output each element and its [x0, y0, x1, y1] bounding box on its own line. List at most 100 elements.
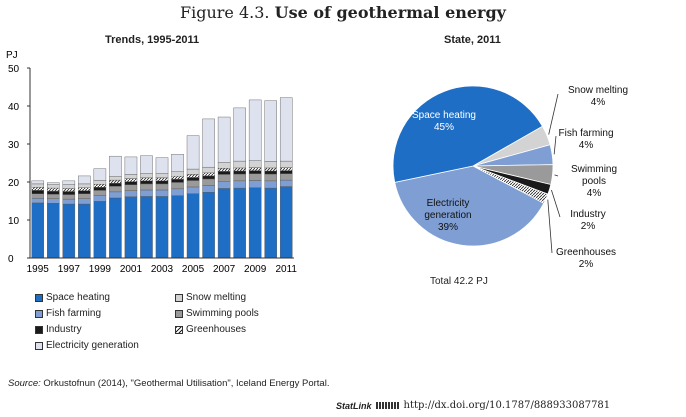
- bar-segment: [93, 201, 107, 259]
- bar-segment: [202, 185, 215, 193]
- y-axis-label: PJ: [6, 50, 18, 61]
- x-tick-label: 1999: [89, 264, 112, 275]
- bar-segment: [140, 183, 153, 191]
- legend-label: Greenhouses: [186, 324, 247, 335]
- bar-segment: [171, 179, 184, 183]
- source-text: Orkustofnun (2014), "Geothermal Utilisat…: [43, 378, 330, 389]
- bar-segment: [31, 183, 45, 188]
- bar-segment: [279, 170, 293, 174]
- bar-segment: [155, 196, 169, 259]
- bar-segment: [78, 175, 91, 185]
- bar-segment: [109, 155, 122, 177]
- pie-slice-label: Industry 2%: [570, 209, 606, 232]
- bar-segment: [202, 172, 215, 177]
- bar-segment: [109, 191, 122, 199]
- bar-segment: [62, 198, 76, 205]
- bar-segment: [31, 193, 45, 199]
- bar-segment: [248, 167, 262, 171]
- bar-segment: [93, 184, 107, 188]
- statlink-url[interactable]: http://dx.doi.org/10.1787/888933087781: [403, 400, 611, 411]
- bar-segment: [155, 189, 169, 197]
- pie-slice: [394, 165, 545, 247]
- bar-segment: [248, 187, 262, 259]
- figure-number: Figure 4.3.: [180, 3, 270, 22]
- pie-slice-label: Greenhouses 2%: [556, 247, 616, 270]
- y-tick-label: 30: [8, 140, 20, 151]
- bar-segment: [264, 100, 277, 162]
- bar-segment: [93, 187, 107, 191]
- figure-title-text: Use of geothermal energy: [274, 3, 506, 22]
- bar-segment: [279, 97, 293, 162]
- bar-segment: [248, 173, 262, 181]
- legend-label: Space heating: [46, 292, 110, 303]
- x-tick-label: 2005: [182, 264, 205, 275]
- bar-segment: [217, 174, 231, 182]
- bar-segment: [47, 193, 60, 199]
- bar-segment: [124, 181, 138, 185]
- pie-slice-label: Swimming pools 4%: [571, 164, 617, 199]
- bar-segment: [264, 167, 277, 172]
- bar-segment: [124, 184, 138, 191]
- legend-label: Snow melting: [186, 292, 247, 303]
- bar-segment: [140, 177, 153, 182]
- bar-segment: [47, 190, 60, 195]
- legend-item: Greenhouses: [175, 324, 246, 335]
- bar-segment: [124, 156, 138, 175]
- legend-swatch: [35, 309, 43, 318]
- bar-segment: [264, 187, 277, 259]
- bar-segment: [109, 197, 122, 259]
- bar-segment: [279, 186, 293, 259]
- bar-segment: [217, 181, 231, 189]
- bar-segment: [217, 171, 231, 175]
- statlink[interactable]: StatLink http://dx.doi.org/10.1787/88893…: [336, 400, 610, 411]
- bar-segment: [47, 182, 60, 185]
- bar-segment: [62, 184, 76, 189]
- bar-segment: [233, 107, 246, 162]
- bar-segment: [124, 190, 138, 198]
- bar-segment: [109, 176, 122, 181]
- bar-segment: [233, 167, 246, 172]
- bar-segment: [202, 192, 215, 259]
- pie-slice-label: Space heating 45%: [412, 110, 476, 133]
- y-tick-label: 20: [8, 178, 20, 189]
- y-tick-label: 40: [8, 102, 20, 113]
- x-tick-label: 2011: [275, 264, 297, 275]
- bar-segment: [186, 168, 200, 175]
- source-label: Source:: [8, 378, 41, 389]
- y-tick-label: 50: [8, 64, 20, 75]
- bar-segment: [47, 198, 60, 204]
- source-note: Source: Orkustofnun (2014), "Geothermal …: [8, 378, 329, 389]
- bar-segment: [31, 190, 45, 194]
- bar-segment: [186, 177, 200, 181]
- bar-segment: [171, 154, 184, 172]
- bar-segment: [109, 185, 122, 193]
- y-tick-label: 10: [8, 216, 20, 227]
- bar-chart: PJ 0 10 20 30 40 50 1995 1997 1999 2001 2003 2005 200…: [6, 50, 297, 275]
- bar-segment: [186, 180, 200, 188]
- bar-segment: [217, 168, 231, 172]
- legend-item: Space heating: [35, 292, 110, 303]
- bar-segment: [279, 167, 293, 171]
- legend-label: Industry: [46, 324, 82, 335]
- bar-segment: [124, 178, 138, 182]
- bar-segment: [233, 187, 246, 259]
- bar-segment: [78, 183, 91, 188]
- bar-segment: [248, 99, 262, 161]
- x-tick-label: 2007: [213, 264, 236, 275]
- bar-segment: [78, 190, 91, 194]
- bar-segment: [186, 135, 200, 170]
- legend-swatch: [35, 293, 43, 302]
- bar-segment: [93, 180, 107, 185]
- bar-segment: [186, 174, 200, 178]
- bar-segment: [109, 179, 122, 184]
- pie-leader-line: [554, 174, 559, 177]
- pie-slice-label: Fish farming 4%: [558, 128, 613, 151]
- bar-segment: [248, 170, 262, 174]
- bar-segment: [155, 157, 169, 174]
- bar-segment: [233, 170, 246, 175]
- bar-segment: [248, 180, 262, 188]
- bar-segment: [140, 173, 153, 179]
- legend-swatch: [35, 325, 43, 334]
- legend-item: Industry: [35, 324, 82, 335]
- legend-swatch: [175, 293, 183, 302]
